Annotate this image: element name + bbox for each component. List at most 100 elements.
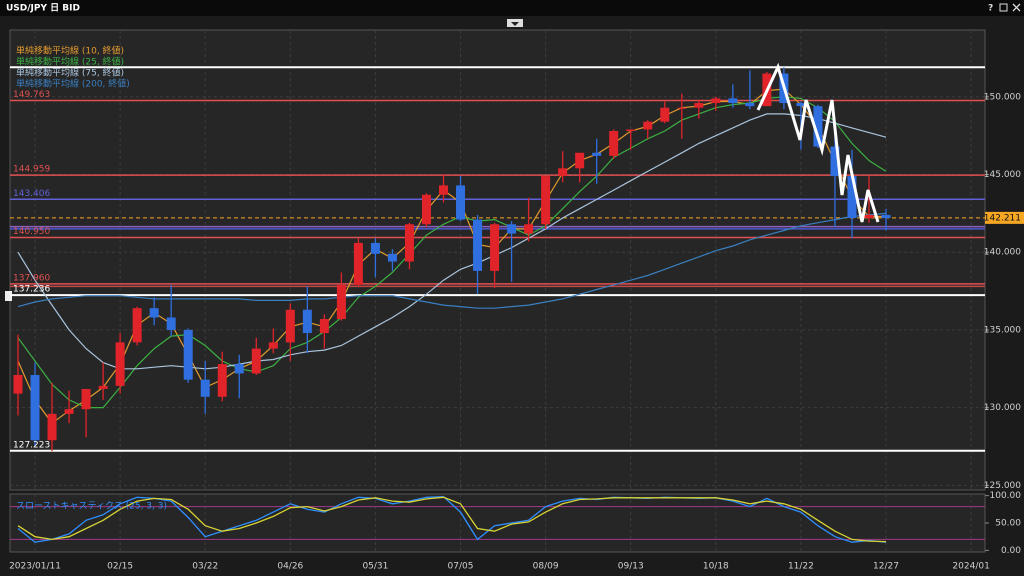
ma-line: [17, 113, 887, 370]
candle-body: [353, 242, 363, 285]
candle-body: [796, 103, 806, 107]
candles: [13, 67, 891, 452]
x-tick-label: 10/18: [703, 562, 729, 572]
y-tick-label: 125.000: [984, 481, 1021, 491]
x-tick-label: 03/22: [192, 562, 218, 572]
x-tick-label: 02/15: [107, 562, 133, 572]
drawn-zigzag: [756, 62, 880, 223]
osc-y-tick-label: 50.00: [995, 519, 1021, 529]
levels: [10, 66, 985, 452]
candle-body: [643, 121, 653, 130]
level-label: 127.223: [13, 440, 50, 450]
collapse-icon: [511, 22, 519, 26]
candle-body: [47, 413, 57, 441]
legend-entry: 単純移動平均線 (75, 終値): [16, 67, 124, 79]
candle-body: [592, 152, 602, 156]
x-tick-label: 08/09: [533, 562, 559, 572]
last-price-label: 142.211: [984, 213, 1021, 223]
candle-body: [507, 224, 517, 234]
candle-body: [319, 319, 329, 334]
candle-body: [830, 146, 840, 177]
candle-body: [711, 98, 721, 104]
candle-body: [132, 308, 142, 343]
candle-body: [456, 185, 466, 220]
candle-body: [64, 409, 74, 414]
labels: 149.763 144.959 143.406 140.950 137.960 137.2…: [13, 45, 130, 451]
oscillator: スローストキャスティクス (25, 3, 3): [10, 496, 985, 543]
candle-body: [404, 224, 414, 262]
title-bar: [0, 0, 1024, 16]
candle-body: [81, 388, 91, 410]
candle-body: [660, 107, 670, 122]
candle-body: [813, 106, 823, 147]
candle-body: [473, 219, 483, 271]
osc-y-tick-label: 100.00: [990, 491, 1022, 501]
candle-body: [728, 98, 738, 104]
candle-body: [251, 348, 261, 374]
candle-body: [98, 385, 108, 389]
candle-body: [626, 129, 636, 132]
x-tick-label: 12/27: [873, 562, 899, 572]
level-label: 137.960: [13, 273, 50, 283]
y-tick-label: 150.000: [984, 92, 1021, 102]
candle-body: [200, 379, 210, 397]
moving-averages: [17, 88, 887, 425]
level-label: 137.236: [13, 285, 50, 295]
y-tick-label: 135.000: [984, 325, 1021, 335]
y-tick-label: 130.000: [984, 403, 1021, 413]
close-button[interactable]: [1012, 3, 1021, 12]
grid: [10, 30, 985, 552]
candle-body: [847, 176, 857, 219]
ma-line: [17, 88, 886, 425]
candle-body: [268, 342, 278, 349]
x-tick-label: 05/31: [362, 562, 388, 572]
candle-body: [524, 224, 534, 234]
candle-body: [30, 375, 40, 441]
candle-body: [421, 194, 431, 225]
legend-entry: 単純移動平均線 (25, 終値): [16, 56, 124, 68]
candle-body: [13, 375, 23, 394]
level-label: 143.406: [13, 189, 50, 199]
level-label: 144.959: [13, 165, 50, 175]
osc-y-tick-label: 0.00: [1001, 546, 1021, 556]
y-tick-label: 140.000: [984, 248, 1021, 258]
x-tick-label: 11/22: [788, 562, 814, 572]
help-button[interactable]: ?: [988, 4, 993, 14]
candle-body: [541, 176, 551, 225]
candle-body: [745, 103, 755, 107]
candle-body: [609, 131, 619, 156]
level-label: 140.950: [13, 227, 50, 237]
osc-title: スローストキャスティクス (25, 3, 3): [16, 501, 167, 512]
axes: 125.000 130.000 135.000 140.000 145.000 150.0…: [9, 92, 1024, 572]
candle-body: [115, 342, 125, 386]
osc-line: [17, 496, 887, 543]
candle-body: [149, 308, 159, 318]
candle-body: [302, 309, 312, 334]
candle-body: [183, 329, 193, 380]
candle-body: [336, 284, 346, 320]
candle-body: [439, 185, 448, 195]
candle-body: [234, 364, 244, 374]
side-handle[interactable]: [5, 291, 12, 301]
candle-body: [217, 364, 227, 397]
x-tick-label: 2023/01/11: [9, 562, 61, 572]
candle-body: [387, 253, 397, 262]
candle-body: [677, 107, 687, 109]
x-tick-label: 09/13: [618, 562, 644, 572]
last-price-box: [985, 211, 1024, 224]
x-tick-label: 04/26: [277, 562, 303, 572]
candle-body: [864, 214, 874, 219]
x-tick-label: 07/05: [448, 562, 474, 572]
ma-line: [17, 96, 887, 409]
candle-body: [558, 168, 568, 177]
legend-entry: 単純移動平均線 (10, 終値): [16, 45, 124, 57]
osc-line: [17, 496, 887, 543]
ma-line: [17, 212, 887, 309]
candle-body: [575, 152, 585, 169]
candle-body: [490, 224, 500, 271]
window-title: USD/JPY 日 BID: [6, 3, 80, 14]
maximize-button[interactable]: [999, 3, 1008, 12]
y-tick-label: 145.000: [984, 170, 1021, 180]
